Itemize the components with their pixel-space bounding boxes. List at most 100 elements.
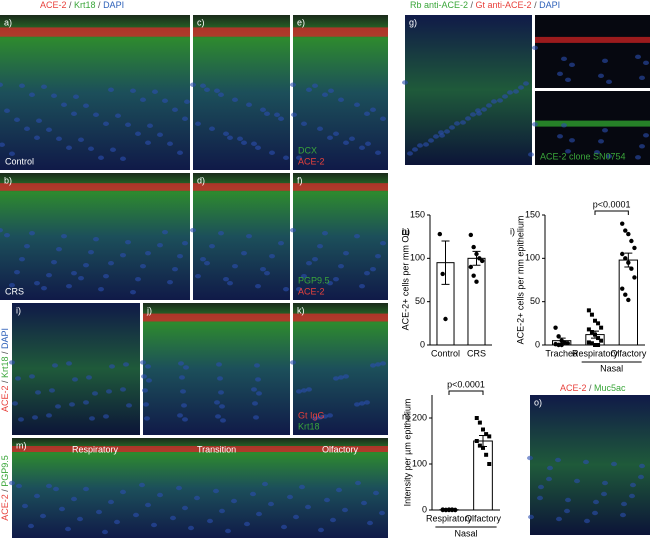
nucleus [460, 120, 466, 125]
nucleus [538, 484, 544, 490]
nucleus [214, 400, 220, 405]
nucleus [407, 151, 413, 156]
nucleus [130, 289, 136, 295]
micrograph [0, 173, 190, 300]
nucleus [338, 375, 344, 380]
nucleus [621, 501, 627, 507]
nucleus [182, 116, 188, 121]
nucleus [142, 388, 148, 393]
significance-label: p<0.0001 [447, 379, 485, 389]
y-tick-label: 0 [420, 339, 425, 349]
panel-label: PGP9.5 [298, 275, 330, 285]
label-part: ACE-2 [560, 383, 587, 393]
nucleus [237, 136, 243, 141]
nucleus [19, 83, 25, 88]
nucleus [355, 480, 361, 486]
nucleus [24, 243, 30, 249]
nucleus [306, 387, 312, 392]
nucleus [28, 523, 34, 529]
nucleus [602, 480, 608, 486]
nucleus [194, 495, 200, 501]
nucleus [262, 481, 268, 487]
nucleus [555, 457, 561, 463]
data-point [589, 312, 594, 317]
nucleus [342, 507, 348, 513]
nucleus [454, 121, 460, 126]
nucleus [133, 512, 139, 518]
nucleus [14, 117, 20, 122]
nucleus [232, 97, 238, 102]
nucleus [140, 360, 146, 365]
nucleus [354, 402, 360, 407]
nucleus [491, 99, 497, 104]
nucleus [46, 483, 52, 489]
nucleus [561, 123, 567, 128]
nucleus [172, 107, 178, 112]
nucleus [364, 270, 370, 276]
nucleus [4, 232, 10, 238]
nucleus [93, 236, 99, 242]
nucleus [269, 150, 275, 155]
nucleus [177, 253, 183, 259]
y-tick-label: 150 [410, 209, 425, 219]
nucleus [227, 280, 233, 286]
nucleus [32, 415, 38, 420]
nucleus [375, 150, 381, 155]
significance-bracket [448, 390, 484, 395]
data-point [437, 231, 443, 237]
nucleus [601, 491, 607, 497]
y-tick-label: 100 [410, 253, 425, 263]
nucleus [103, 121, 109, 126]
nucleus [103, 414, 109, 419]
micrograph [12, 438, 388, 538]
data-point [477, 420, 482, 425]
nucleus [56, 246, 62, 252]
y-tick-label: 100 [525, 253, 540, 263]
nucleus [140, 263, 146, 269]
data-point [620, 221, 625, 226]
panel-letter: m) [16, 440, 27, 450]
nucleus [328, 88, 334, 93]
data-point [586, 340, 591, 345]
panel-letter: j) [146, 305, 152, 315]
nucleus [152, 89, 158, 94]
nucleus [518, 85, 524, 90]
panel-letter: c) [197, 17, 205, 27]
nucleus [145, 250, 151, 256]
nucleus [59, 506, 65, 512]
label-part: / [0, 378, 10, 386]
data-point [599, 325, 604, 330]
nucleus [255, 145, 261, 150]
data-point [593, 332, 597, 337]
region-label: Respiratory [72, 444, 119, 454]
micrograph [293, 173, 388, 300]
nucleus [46, 127, 52, 132]
nucleus [278, 240, 284, 246]
nucleus [532, 45, 538, 51]
data-point [453, 507, 458, 513]
nucleus [96, 509, 102, 515]
data-point [487, 434, 492, 439]
nucleus [252, 401, 258, 406]
y-axis-label: ACE-2+ cells per mm epithelium [515, 216, 525, 345]
data-point [479, 258, 485, 264]
nucleus [379, 510, 385, 516]
nucleus [227, 135, 233, 140]
nucleus [98, 155, 104, 160]
nucleus [354, 102, 360, 107]
nucleus [167, 141, 173, 146]
nucleus [278, 116, 284, 121]
nucleus [375, 362, 381, 367]
x-tick-label: Trachea [545, 348, 578, 358]
nucleus [630, 482, 636, 488]
nucleus [125, 239, 131, 245]
nucleus [565, 497, 571, 503]
nucleus [51, 259, 57, 265]
nucleus [486, 103, 492, 108]
nucleus [283, 155, 289, 160]
label-group: ACE-2 / Krt18 / DAPI [40, 0, 124, 10]
nucleus [170, 515, 176, 521]
nucleus [241, 250, 247, 256]
label-group: Rb anti-ACE-2 / Gt anti-ACE-2 / DAPI [410, 0, 560, 10]
